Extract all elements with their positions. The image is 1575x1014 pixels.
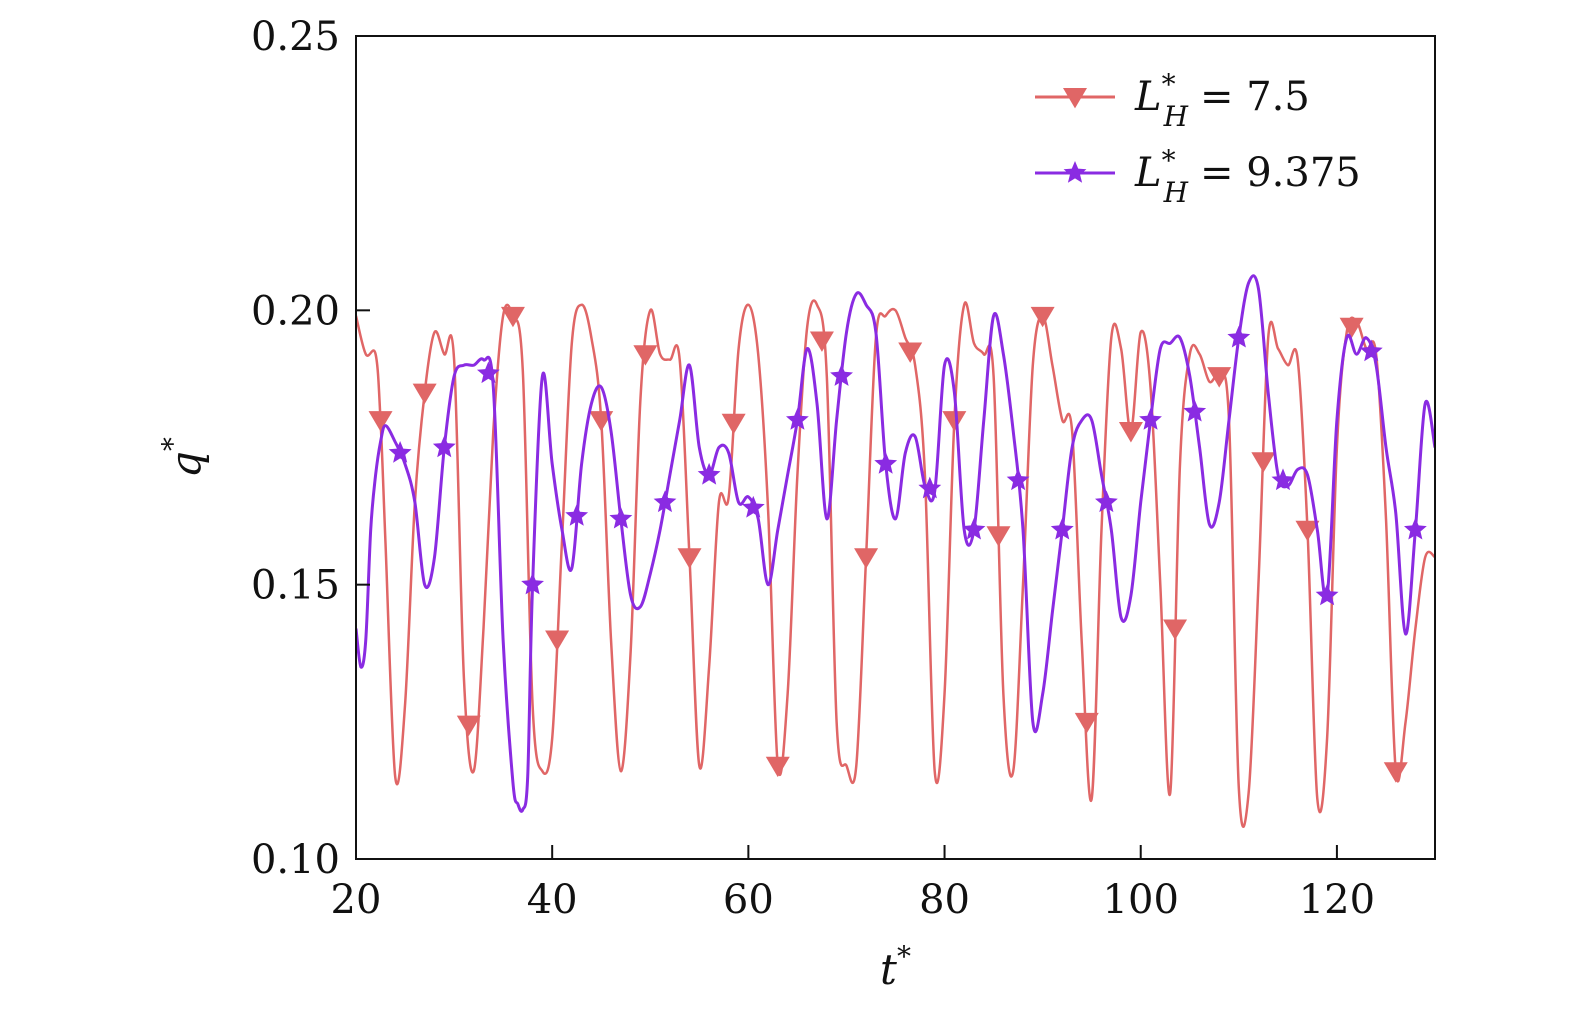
series-marker-triangle-down [1030, 306, 1055, 328]
series-marker-star [1227, 325, 1251, 348]
y-axis-label-base: q [161, 451, 210, 478]
y-axis-label-sup: * [156, 437, 189, 451]
series-marker-triangle-down [1295, 520, 1320, 542]
series-marker-star [1359, 339, 1383, 362]
legend-value: = 9.375 [1200, 150, 1361, 196]
series-marker-triangle-down [1207, 367, 1232, 388]
x-tick-label: 40 [527, 877, 578, 923]
series-line-2 [356, 274, 1435, 813]
y-tick-label: 0.10 [251, 837, 340, 883]
series-marker-star [1315, 583, 1339, 606]
y-tick-label: 0.25 [251, 14, 340, 60]
series-marker-star [388, 441, 412, 463]
series-marker-triangle-down [456, 715, 481, 736]
series-marker-star [432, 435, 456, 458]
x-axis-label-base: t [880, 945, 897, 994]
series-marker-star [874, 452, 898, 474]
series-marker-star [830, 364, 853, 386]
series-marker-star [1006, 468, 1030, 491]
series-marker-star [609, 506, 633, 529]
series-2 [356, 274, 1435, 813]
series-marker-triangle-down [765, 756, 790, 778]
legend-var: L [1134, 150, 1162, 196]
legend-value: = 7.5 [1200, 74, 1310, 120]
legend-marker-triangle-down [1063, 88, 1087, 109]
series-marker-triangle-down [1251, 452, 1276, 473]
y-tick-label: 0.15 [251, 563, 340, 609]
legend-sup: * [1162, 68, 1176, 101]
series-marker-star [697, 462, 721, 485]
series-marker-triangle-down [809, 331, 834, 352]
series-marker-star [962, 517, 986, 540]
x-tick-label: 60 [723, 877, 774, 923]
series-marker-triangle-down [1383, 762, 1408, 783]
series-marker-star [741, 495, 765, 518]
legend-label-series-1: L* H = 7.5 [1134, 68, 1310, 133]
series-layer [356, 274, 1435, 828]
series-marker-triangle-down [1339, 317, 1364, 339]
y-tick-label: 0.20 [251, 288, 340, 334]
series-marker-star [918, 476, 942, 499]
legend: L* H = 7.5 L* H = 9.375 [1035, 68, 1361, 209]
series-marker-star [565, 504, 589, 526]
legend-entry-series-2: L* H = 9.375 [1035, 144, 1361, 209]
series-marker-star [477, 361, 500, 384]
series-marker-triangle-down [986, 526, 1011, 547]
series-marker-triangle-down [1163, 619, 1188, 640]
series-marker-triangle-down [500, 306, 525, 328]
series-marker-star [1404, 517, 1427, 540]
series-marker-triangle-down [545, 630, 570, 651]
series-marker-triangle-down [1074, 712, 1099, 734]
x-axis-label: t* [880, 940, 911, 994]
legend-marker-star [1063, 161, 1087, 183]
series-marker-triangle-down [721, 413, 746, 435]
legend-entry-series-1: L* H = 7.5 [1035, 68, 1310, 133]
legend-sub: H [1163, 100, 1189, 133]
legend-sup: * [1162, 144, 1176, 177]
series-marker-star [1050, 517, 1074, 540]
series-marker-triangle-down [1118, 422, 1143, 443]
series-marker-star [1095, 490, 1118, 513]
series-marker-triangle-down [854, 548, 879, 569]
x-tick-label: 80 [919, 877, 970, 923]
y-axis-label: q* [156, 437, 210, 478]
x-tick-label: 20 [331, 877, 382, 923]
x-tick-label: 100 [1103, 877, 1179, 923]
legend-var: L [1134, 74, 1162, 120]
series-marker-triangle-down [633, 345, 658, 366]
series-marker-star [521, 572, 544, 595]
ticks-layer: 20 40 60 80 100 120 0.10 0.15 0.20 0.25 [251, 14, 1375, 923]
series-marker-triangle-down [368, 411, 393, 432]
series-marker-star [1183, 399, 1207, 422]
legend-label-series-2: L* H = 9.375 [1134, 144, 1361, 209]
series-marker-star [786, 408, 809, 430]
legend-sub: H [1163, 176, 1189, 209]
series-marker-triangle-down [412, 383, 437, 405]
x-tick-label: 120 [1299, 877, 1375, 923]
x-axis-label-sup: * [897, 940, 911, 973]
series-marker-star [1139, 408, 1162, 430]
plot-frame [355, 35, 1436, 860]
series-marker-star [1271, 468, 1295, 491]
series-marker-triangle-down [677, 548, 702, 569]
series-marker-star [653, 490, 677, 513]
series-marker-triangle-down [942, 411, 967, 432]
series-marker-triangle-down [898, 342, 923, 363]
